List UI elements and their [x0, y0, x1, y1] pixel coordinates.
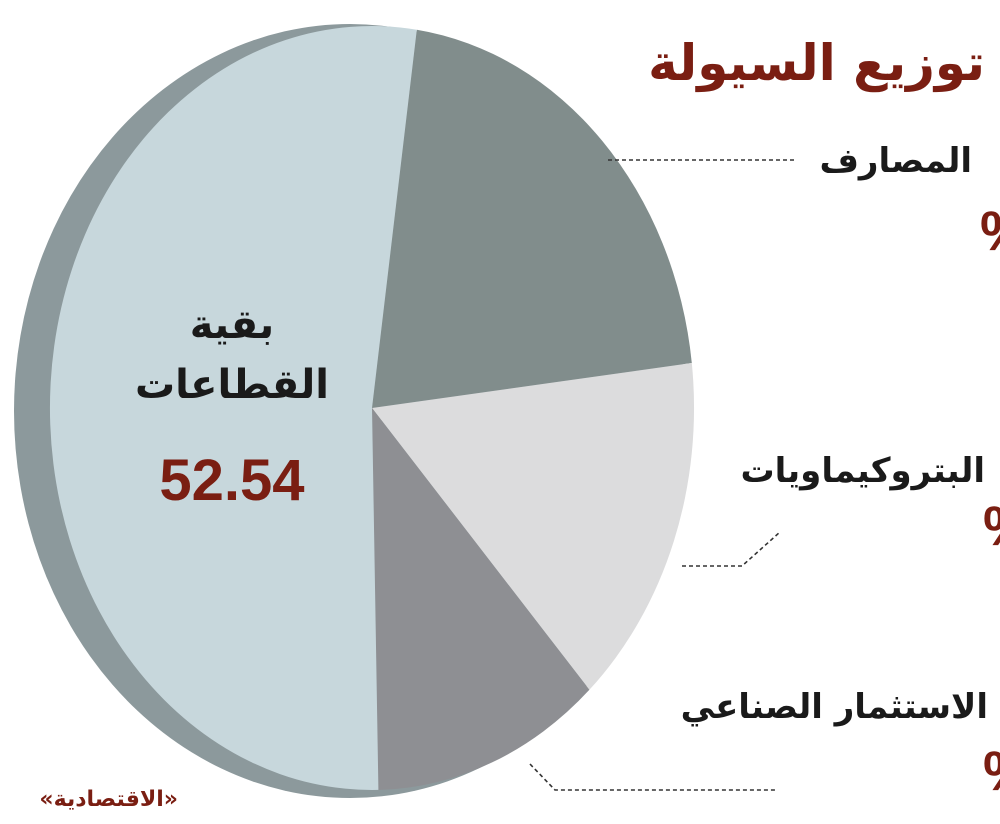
slice-label-rest-line1: بقية: [190, 302, 274, 348]
pie-slice-banks: [372, 29, 692, 408]
leader-line-petro: [682, 531, 781, 567]
chart-title: توزيع السيولة: [648, 34, 985, 93]
leader-line-industrial: [529, 763, 775, 791]
slice-value-industrial: %11.48: [983, 739, 1000, 802]
slice-label-industrial: الاستثمار الصناعي: [681, 687, 988, 727]
slice-label-banks: المصارف: [819, 141, 972, 181]
slice-value-petro: %15.08: [983, 494, 1000, 557]
leader-lines: [529, 159, 795, 791]
slice-label-rest-line2: القطاعات: [135, 362, 329, 408]
pie-slice-petro: [372, 363, 695, 690]
pie-slices: [49, 25, 695, 790]
pie-slice-industrial: [372, 408, 590, 790]
slice-value-banks: %20.90: [980, 199, 1000, 262]
slice-value-rest: 52.54: [159, 448, 304, 513]
source-credit: «الاقتصادية»: [39, 787, 178, 812]
slice-label-petro: البتروكيماويات: [740, 451, 985, 491]
pie-slice-rest: [49, 25, 417, 790]
